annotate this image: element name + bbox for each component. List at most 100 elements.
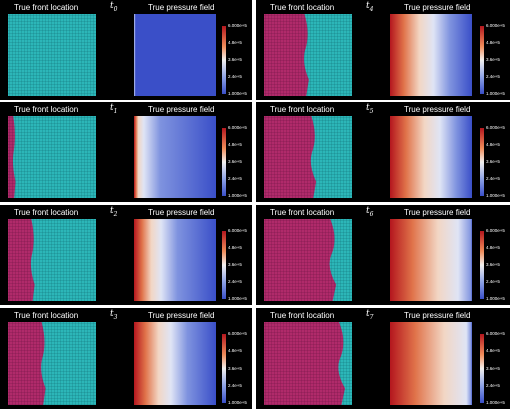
colorbar-tick-label: 3.6e+5: [486, 57, 500, 62]
panel-graphics: [8, 322, 226, 405]
colorbar-tick-label: 2.4e+5: [228, 382, 242, 388]
colorbar-tick-label: 6.000e+5: [228, 228, 247, 233]
front-location-title: True front location: [270, 105, 335, 114]
colorbar-tick-label: 4.8e+5: [228, 40, 242, 45]
colorbar-tick-label: 1.000e+5: [228, 91, 247, 96]
pressure-field-image: [390, 116, 472, 198]
panel-graphics: [264, 116, 484, 198]
time-subscript: 6: [369, 210, 374, 218]
colorbar-tick-label: 6.000e+5: [486, 331, 505, 336]
time-subscript: 4: [369, 5, 374, 13]
pressure-field-image: [134, 116, 216, 198]
time-subscript: 0: [113, 5, 118, 13]
colorbar: [222, 231, 226, 299]
pressure-field-image: [390, 219, 472, 301]
time-variable: t: [110, 1, 114, 11]
time-label: t6: [366, 206, 373, 218]
colorbar: [480, 128, 484, 196]
panel-t6: 6.000e+5 4.8e+5 3.6e+5 2.4e+5 1.000e+5 True f…: [256, 205, 510, 305]
panel-t0: 6.000e+5 4.8e+5 3.6e+5 2.4e+5 1.000e+5 True f…: [0, 0, 252, 100]
colorbar-tick-label: 3.6e+5: [228, 365, 242, 371]
colorbar-tick-label: 3.6e+5: [486, 365, 500, 371]
panel-t7: 6.000e+5 4.8e+5 3.6e+5 2.4e+5 1.000e+5 True f…: [256, 308, 510, 409]
colorbar-tick-label: 1.000e+5: [228, 296, 247, 301]
front-location-title: True front location: [14, 3, 79, 12]
colorbar: [480, 26, 484, 94]
colorbar-tick-label: 1.000e+5: [486, 193, 505, 198]
mesh-cyan-region: [8, 14, 96, 96]
colorbar-tick-label: 3.6e+5: [486, 159, 500, 164]
colorbar-tick-label: 4.8e+5: [228, 142, 242, 147]
time-label: t2: [110, 206, 117, 218]
time-variable: t: [110, 309, 114, 319]
pressure-field-image: [134, 219, 216, 301]
pressure-field-image: [134, 322, 216, 405]
time-variable: t: [366, 1, 370, 11]
colorbar-tick-label: 4.8e+5: [486, 40, 500, 45]
pressure-field-title: True pressure field: [404, 105, 471, 114]
colorbar-tick-label: 3.6e+5: [228, 57, 242, 62]
panel-t5: 6.000e+5 4.8e+5 3.6e+5 2.4e+5 1.000e+5 True f…: [256, 102, 510, 202]
time-subscript: 2: [113, 210, 118, 218]
pressure-field-image: [390, 14, 472, 96]
colorbar: [480, 334, 484, 403]
panel-t1: 6.000e+5 4.8e+5 3.6e+5 2.4e+5 1.000e+5 True f…: [0, 102, 252, 202]
colorbar-tick-label: 6.000e+5: [228, 331, 247, 336]
mesh-magenta-region: [264, 14, 309, 96]
colorbar: [222, 26, 226, 94]
mesh-magenta-region: [264, 116, 317, 198]
mesh-magenta-region: [8, 116, 16, 198]
pressure-field-image: [390, 322, 472, 405]
colorbar-tick-label: 6.000e+5: [486, 228, 505, 233]
colorbar-tick-label: 2.4e+5: [228, 74, 242, 79]
front-location-title: True front location: [270, 208, 335, 217]
time-label: t3: [110, 309, 117, 321]
mesh-magenta-region: [264, 322, 346, 405]
colorbar-tick-label: 1.000e+5: [486, 400, 505, 405]
pressure-field-title: True pressure field: [148, 208, 215, 217]
panel-t3: 6.000e+5 4.8e+5 3.6e+5 2.4e+5 1.000e+5 True f…: [0, 308, 252, 409]
colorbar-tick-label: 6.000e+5: [486, 23, 505, 28]
colorbar-tick-label: 4.8e+5: [228, 348, 242, 354]
mesh-magenta-region: [8, 322, 46, 405]
panel-graphics: [264, 219, 484, 301]
colorbar-tick-label: 2.4e+5: [486, 382, 500, 388]
pressure-field-title: True pressure field: [148, 3, 215, 12]
colorbar: [222, 334, 226, 403]
pressure-field-title: True pressure field: [404, 208, 471, 217]
colorbar-tick-label: 4.8e+5: [228, 245, 242, 250]
colorbar: [480, 231, 484, 299]
colorbar-tick-label: 3.6e+5: [228, 159, 242, 164]
front-location-title: True front location: [270, 311, 335, 320]
time-label: t0: [110, 1, 117, 13]
colorbar-tick-label: 4.8e+5: [486, 142, 500, 147]
front-location-title: True front location: [14, 208, 79, 217]
time-label: t4: [366, 1, 373, 13]
colorbar-tick-label: 6.000e+5: [486, 125, 505, 130]
time-subscript: 7: [369, 313, 374, 321]
time-subscript: 1: [113, 107, 118, 115]
colorbar-tick-label: 1.000e+5: [486, 296, 505, 301]
pressure-field-title: True pressure field: [404, 3, 471, 12]
colorbar-tick-label: 6.000e+5: [228, 23, 247, 28]
colorbar-tick-label: 2.4e+5: [228, 176, 242, 181]
time-subscript: 5: [369, 107, 374, 115]
panel-graphics: [264, 14, 484, 96]
time-subscript: 3: [113, 313, 118, 321]
time-variable: t: [366, 309, 370, 319]
colorbar-tick-label: 2.4e+5: [486, 176, 500, 181]
time-variable: t: [110, 206, 114, 216]
colorbar-tick-label: 6.000e+5: [228, 125, 247, 130]
time-label: t1: [110, 103, 117, 115]
panel-graphics: [8, 219, 226, 301]
time-variable: t: [110, 103, 114, 113]
front-location-title: True front location: [14, 311, 79, 320]
colorbar-tick-label: 4.8e+5: [486, 245, 500, 250]
colorbar-tick-label: 1.000e+5: [486, 91, 505, 96]
colorbar: [222, 128, 226, 196]
pressure-field-title: True pressure field: [404, 311, 471, 320]
colorbar-tick-label: 3.6e+5: [486, 262, 500, 267]
time-variable: t: [366, 206, 370, 216]
front-location-title: True front location: [14, 105, 79, 114]
panel-graphics: [8, 116, 226, 198]
